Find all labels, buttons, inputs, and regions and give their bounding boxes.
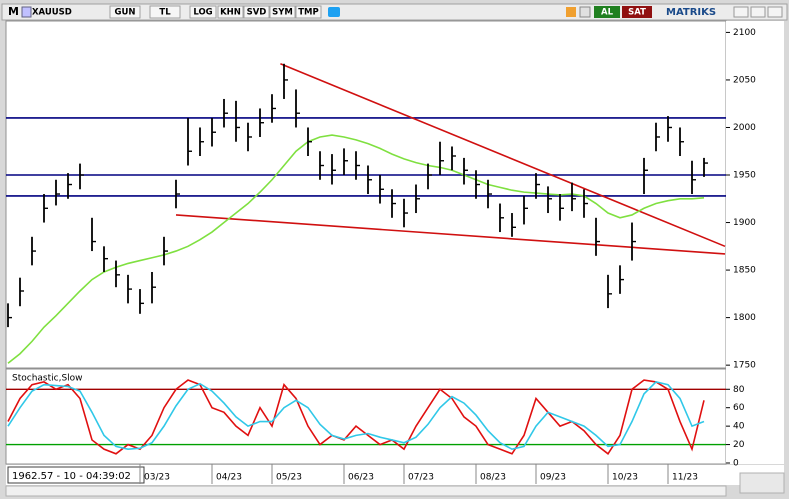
y-tick-label: 2100: [733, 28, 756, 38]
y-tick-label: 1750: [733, 361, 756, 371]
twitter-icon[interactable]: [328, 7, 340, 17]
zoom-controls[interactable]: [739, 472, 785, 494]
toolbar-button-bg[interactable]: [295, 5, 322, 19]
symbol[interactable]: XAUUSD: [32, 8, 72, 18]
toolbar-button[interactable]: TMP: [298, 8, 319, 18]
minimize-button[interactable]: [733, 6, 749, 18]
sell-button[interactable]: SAT: [628, 8, 646, 18]
stochastic-panel: [5, 368, 727, 465]
toolbar-button-bg[interactable]: [189, 5, 217, 19]
status-text: 1962.57 - 10 - 04:39:02: [12, 471, 131, 482]
y-tick-label: 1800: [733, 313, 756, 323]
x-axis-area: [6, 465, 784, 485]
y-tick-label: 60: [733, 403, 745, 413]
y-axis-area: [726, 21, 784, 464]
maximize-button[interactable]: [750, 6, 766, 18]
x-tick-label: 05/23: [276, 473, 302, 483]
stochastic-line: [7, 381, 705, 451]
y-tick-label: 40: [733, 422, 745, 432]
close-button[interactable]: [767, 6, 783, 18]
toolbar-button[interactable]: SVD: [247, 8, 267, 18]
y-tick-label: 2050: [733, 75, 756, 85]
toolbar-button-bg[interactable]: [217, 5, 244, 19]
symbol-icon: [21, 6, 32, 18]
moving-average: [7, 134, 705, 364]
x-tick-label: 06/23: [348, 473, 374, 483]
trend-line: [175, 214, 726, 255]
y-tick-label: 1950: [733, 171, 756, 181]
x-tick-label: 07/23: [408, 473, 434, 483]
buy-button-bg[interactable]: [594, 6, 620, 18]
x-tick-label: 09/23: [540, 473, 566, 483]
x-tick-label: 10/23: [612, 473, 638, 483]
toolbar-button[interactable]: GUN: [115, 8, 136, 18]
toolbar-button-bg[interactable]: [109, 5, 141, 19]
x-tick-label: 11/23: [672, 473, 698, 483]
menu-button[interactable]: M: [8, 5, 19, 18]
y-tick-label: 1850: [733, 266, 756, 276]
brand: MATRIKS: [666, 7, 716, 18]
toolbar-button[interactable]: SYM: [272, 8, 293, 18]
toolbar-button-bg[interactable]: [269, 5, 296, 19]
trend-line: [280, 63, 726, 248]
y-tick-label: 0: [733, 459, 739, 469]
toolbar-button-bg[interactable]: [243, 5, 270, 19]
toolbar-button[interactable]: LOG: [193, 8, 212, 18]
y-tick-label: 2000: [733, 123, 756, 133]
scrollbar[interactable]: [5, 485, 727, 497]
x-tick-label: 08/23: [480, 473, 506, 483]
price-panel: [5, 20, 727, 369]
y-tick-label: 1900: [733, 218, 756, 228]
y-tick-label: 80: [733, 385, 745, 395]
buy-button[interactable]: AL: [601, 8, 614, 18]
x-tick-label: 04/23: [216, 473, 242, 483]
status-box: [7, 466, 145, 484]
y-tick-label: 20: [733, 440, 745, 450]
toolbar-button-bg[interactable]: [149, 5, 181, 19]
sell-button-bg[interactable]: [622, 6, 652, 18]
alert-icon[interactable]: [566, 7, 576, 17]
settings-icon[interactable]: [579, 6, 591, 18]
indicator-title: Stochastic,Slow: [12, 374, 83, 384]
x-tick-label: 03/23: [144, 473, 170, 483]
toolbar-button[interactable]: TL: [159, 8, 171, 18]
toolbar-button[interactable]: KHN: [220, 8, 241, 18]
